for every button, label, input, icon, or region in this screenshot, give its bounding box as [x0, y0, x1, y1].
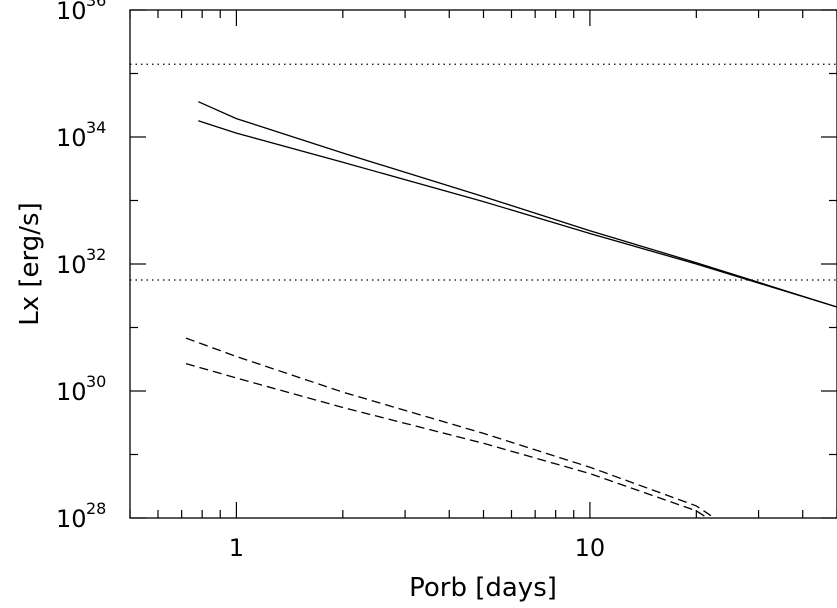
axis-ticks [129, 9, 837, 519]
y-tick-exponent: 32 [86, 245, 106, 264]
y-tick-base: 10 [56, 124, 87, 152]
x-tick-labels: 1 10 [229, 534, 605, 562]
y-tick-base: 10 [56, 0, 87, 25]
y-tick-label: 10 30 [56, 372, 106, 406]
y-tick-base: 10 [56, 378, 87, 406]
y-tick-exponent: 34 [86, 118, 106, 137]
x-tick-label: 1 [229, 534, 244, 562]
series-line-3 [185, 337, 715, 519]
y-tick-exponent: 36 [86, 0, 106, 10]
series-line-4 [185, 362, 708, 519]
y-tick-exponent: 30 [86, 372, 106, 391]
y-tick-label: 10 36 [56, 0, 106, 25]
data-series [185, 101, 837, 519]
y-tick-label: 10 32 [56, 245, 106, 279]
reference-lines [130, 63, 837, 281]
y-tick-base: 10 [56, 251, 87, 279]
y-tick-exponent: 28 [86, 499, 106, 518]
y-tick-label: 10 34 [56, 118, 106, 152]
x-axis-label: Porb [days] [409, 573, 557, 603]
x-tick-label: 10 [575, 534, 606, 562]
plot-frame [129, 9, 837, 519]
y-tick-label: 10 28 [56, 499, 106, 533]
series-line-1 [198, 101, 837, 308]
y-axis-label: Lx [erg/s] [15, 202, 45, 325]
y-tick-base: 10 [56, 505, 87, 533]
series-line-2 [198, 120, 837, 308]
